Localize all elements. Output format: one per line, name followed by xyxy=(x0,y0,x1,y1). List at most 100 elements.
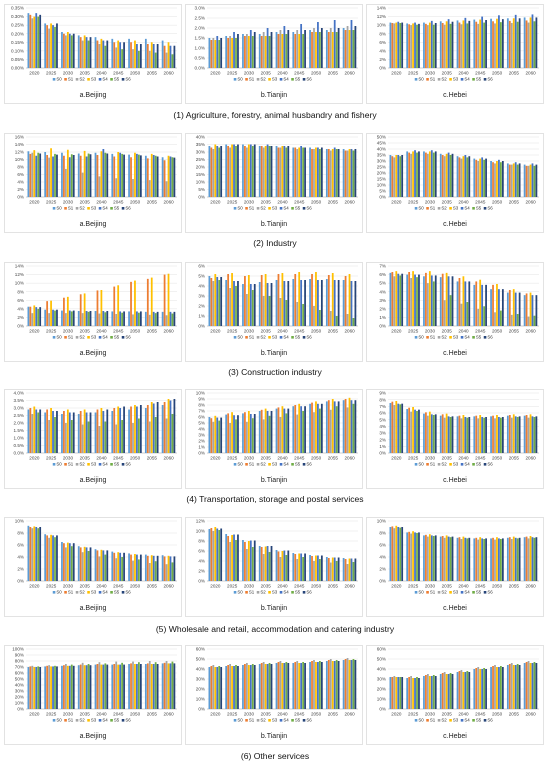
legend-label: S2 xyxy=(441,206,447,211)
bar xyxy=(169,156,172,197)
bar xyxy=(146,405,149,453)
bar xyxy=(146,44,149,68)
x-tick-label: 2025 xyxy=(46,200,57,205)
bar xyxy=(216,277,219,326)
y-tick-label: 0% xyxy=(198,451,205,456)
bar xyxy=(525,165,528,197)
legend-label: S1 xyxy=(68,77,74,82)
bar xyxy=(432,415,435,453)
bar xyxy=(319,408,321,453)
bar xyxy=(167,399,170,453)
bar xyxy=(473,538,476,581)
bar xyxy=(214,667,217,709)
x-tick-label: 2050 xyxy=(311,71,322,76)
bar xyxy=(77,414,80,453)
bar xyxy=(292,32,295,68)
legend-swatch xyxy=(233,719,237,722)
bar xyxy=(37,666,40,709)
y-tick-label: 3.0% xyxy=(14,406,24,411)
bar xyxy=(231,412,233,453)
bar xyxy=(335,561,338,581)
chart-caption: b.Tianjin xyxy=(261,92,287,99)
y-tick-label: 2% xyxy=(379,437,386,442)
bar xyxy=(352,150,355,197)
bar xyxy=(77,35,80,68)
bar xyxy=(283,146,286,197)
y-tick-label: 0% xyxy=(198,579,205,584)
bar xyxy=(169,400,172,453)
bar xyxy=(89,665,92,709)
bar xyxy=(208,276,211,326)
x-tick-label: 2035 xyxy=(442,71,453,76)
bar xyxy=(432,281,435,326)
bar xyxy=(428,271,431,326)
bar xyxy=(235,540,237,581)
bar xyxy=(292,663,295,709)
bar xyxy=(412,23,414,68)
bar xyxy=(277,34,280,68)
y-tick-label: 12% xyxy=(15,150,24,155)
bar xyxy=(231,666,233,709)
bar xyxy=(468,281,471,326)
bar xyxy=(317,662,319,709)
bar xyxy=(148,563,151,581)
legend-label: S5 xyxy=(476,462,482,467)
bar xyxy=(37,308,40,326)
x-tick-label: 2055 xyxy=(328,584,339,589)
bar xyxy=(412,151,414,197)
bar xyxy=(111,38,114,68)
bar xyxy=(31,152,34,197)
bar xyxy=(518,416,521,453)
bar xyxy=(514,665,517,709)
bar xyxy=(249,144,252,197)
bar xyxy=(39,409,42,453)
legend-swatch xyxy=(483,719,487,722)
bar xyxy=(87,153,90,197)
bar xyxy=(35,409,38,453)
bar xyxy=(119,552,122,581)
legend-swatch xyxy=(245,591,248,594)
bar xyxy=(48,28,50,69)
chart-caption: a.Beijing xyxy=(80,477,107,484)
legend-swatch xyxy=(256,336,260,339)
bar xyxy=(309,403,311,453)
bar xyxy=(426,415,429,453)
legend-label: S4 xyxy=(283,77,289,82)
y-tick-label: 1.5% xyxy=(195,36,205,41)
bar xyxy=(173,157,176,197)
bar xyxy=(425,534,427,581)
bar xyxy=(156,44,159,68)
bar xyxy=(96,409,99,453)
legend-swatch xyxy=(279,591,283,594)
bar xyxy=(44,152,47,197)
legend: S0 S1 S2 S3 S4 S5 S6 xyxy=(414,77,493,82)
bar xyxy=(327,400,330,453)
x-tick-label: 2040 xyxy=(96,71,107,76)
bar xyxy=(94,152,97,197)
bar xyxy=(132,423,134,453)
bar xyxy=(208,529,211,581)
bar xyxy=(462,672,465,709)
bar xyxy=(447,416,450,453)
legend-label: S4 xyxy=(464,590,470,595)
y-tick-label: 5% xyxy=(198,421,205,426)
bar xyxy=(171,414,174,453)
bar xyxy=(165,315,168,326)
legend-label: S0 xyxy=(56,335,62,340)
legend-swatch xyxy=(245,463,248,466)
bar xyxy=(428,676,431,709)
bar xyxy=(441,273,444,326)
y-tick-label: 100% xyxy=(12,647,24,652)
legend-swatch xyxy=(268,463,271,466)
bar xyxy=(260,663,263,709)
bar xyxy=(264,664,267,709)
bar xyxy=(468,672,471,709)
bar xyxy=(294,662,297,709)
legend-label: S4 xyxy=(464,206,470,211)
bar xyxy=(510,164,513,197)
bar xyxy=(327,32,330,68)
bar xyxy=(430,150,433,197)
x-tick-label: 2045 xyxy=(475,329,486,334)
bar xyxy=(498,538,500,581)
bar xyxy=(287,408,290,453)
